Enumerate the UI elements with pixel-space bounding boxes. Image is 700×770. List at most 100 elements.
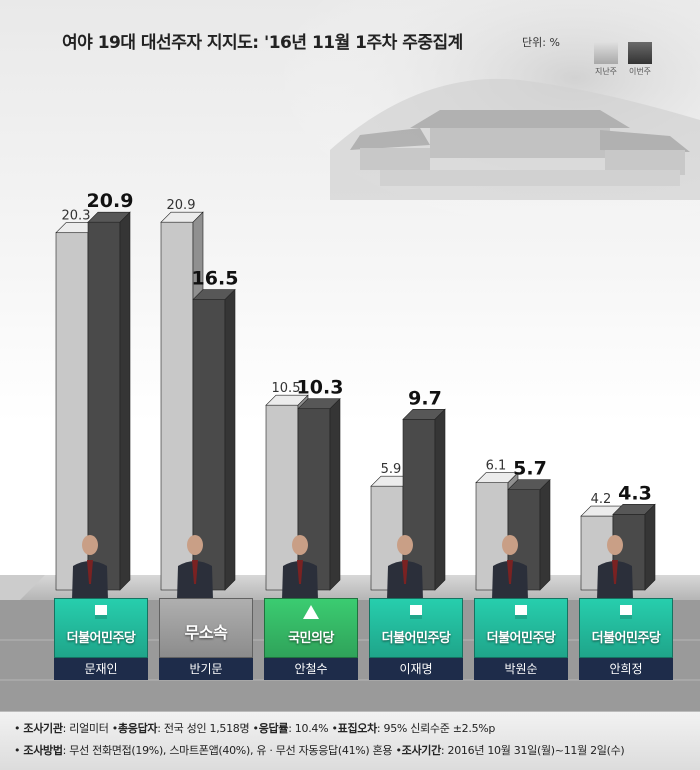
data-label-previous-1: 20.9: [167, 198, 196, 213]
footer-bullet: •: [328, 722, 338, 735]
footer-colon: :: [157, 722, 164, 735]
footer-value: 리얼미터: [69, 722, 109, 735]
bar-current-2: [297, 397, 341, 591]
party-square-icon: [515, 605, 527, 619]
legend-swatch-previous: [594, 42, 618, 64]
footer-line-1: • 조사기관: 리얼미터 •총응답자: 전국 성인 1,518명 •응답률: 1…: [14, 720, 495, 736]
candidate-name: 이재명: [369, 658, 463, 680]
legend-swatch-current: [628, 42, 652, 64]
photo-head-3: [397, 535, 413, 555]
data-label-current-0: 20.9: [87, 190, 134, 212]
candidate-name: 반기문: [159, 658, 253, 680]
footer-bullet: •: [392, 744, 402, 757]
legend-label-current: 이번주: [628, 67, 652, 76]
footer-colon: :: [440, 744, 448, 757]
photo-tie-2: [297, 560, 303, 584]
unit-label: 단위: %: [522, 36, 560, 49]
data-label-previous-0: 20.3: [62, 209, 91, 224]
party-panel-4: 더불어민주당: [474, 598, 568, 658]
bar-current-4-side: [539, 478, 551, 591]
party-name: 국민의당: [288, 631, 334, 646]
bar-previous-0-front: [55, 232, 89, 591]
candidate-photo-4: [492, 535, 528, 600]
party-panel-5: 더불어민주당: [579, 598, 673, 658]
footer-bullet: •: [249, 722, 260, 735]
footer-value: 10.4%: [294, 722, 329, 735]
photo-head-0: [82, 535, 98, 555]
photo-head-5: [607, 535, 623, 555]
party-name: 무소속: [184, 623, 228, 642]
candidate-photo-0: [72, 535, 108, 600]
candidate-name: 문재인: [54, 658, 148, 680]
footer-value: 무선 전화면접(19%), 스마트폰앱(40%), 유 · 무선 자동응답(41…: [69, 744, 393, 757]
legend-label-previous: 지난주: [594, 67, 618, 76]
party-logo-icon: [303, 605, 319, 619]
candidate-photo-2: [282, 535, 318, 600]
footer-label: 응답률: [258, 722, 289, 735]
photo-tie-4: [507, 560, 513, 584]
footer-bullet: •: [14, 744, 24, 757]
data-label-current-3: 9.7: [408, 387, 442, 409]
footer-label: 조사기관: [23, 722, 63, 735]
bar-current-3-side: [434, 408, 446, 591]
photo-head-1: [187, 535, 203, 555]
party-name: 더불어민주당: [591, 631, 661, 646]
party-name: 더불어민주당: [381, 631, 451, 646]
data-label-previous-2: 10.5: [272, 381, 301, 396]
footer-bullet: •: [14, 722, 24, 735]
footer-colon: :: [62, 722, 70, 735]
photo-tie-1: [192, 560, 198, 584]
footer-value: 전국 성인 1,518명: [163, 722, 250, 735]
candidate-photo-5: [597, 535, 633, 600]
footer-bullet: •: [108, 722, 119, 735]
photo-tie-0: [87, 560, 93, 584]
bar-current-2-front: [297, 408, 331, 591]
data-label-previous-3: 5.9: [381, 462, 402, 477]
footer-colon: :: [288, 722, 295, 735]
bar-current-0-front: [87, 221, 121, 591]
candidate-photo-3: [387, 535, 423, 600]
chart-title: 여야 19대 대선주자 지지도: '16년 11월 1주차 주중집계: [62, 33, 463, 53]
photo-tie-3: [402, 560, 408, 584]
photo-head-4: [502, 535, 518, 555]
bar-current-1-side: [224, 288, 236, 591]
bar-current-0: [87, 211, 131, 591]
building-silhouette: [350, 110, 690, 186]
candidate-photo-1: [177, 535, 213, 600]
footer-label: 조사방법: [23, 744, 63, 757]
party-panel-0: 더불어민주당: [54, 598, 148, 658]
party-name: 더불어민주당: [486, 631, 556, 646]
party-square-icon: [410, 605, 422, 619]
footer-value: 95% 신뢰수준 ±2.5%p: [383, 722, 496, 735]
footer-colon: :: [62, 744, 70, 757]
footer-label: 표집오차: [337, 722, 378, 735]
footer-label: 조사기간: [401, 744, 442, 757]
party-square-icon: [620, 605, 632, 619]
party-panel-3: 더불어민주당: [369, 598, 463, 658]
data-label-current-4: 5.7: [513, 458, 547, 480]
candidate-name: 박원순: [474, 658, 568, 680]
footer-colon: :: [376, 722, 384, 735]
data-label-current-2: 10.3: [297, 377, 344, 399]
party-panel-2: 국민의당: [264, 598, 358, 658]
party-name: 더불어민주당: [66, 631, 136, 646]
footer-line-2: • 조사방법: 무선 전화면접(19%), 스마트폰앱(40%), 유 · 무선…: [14, 742, 625, 758]
party-panel-1: 무소속: [159, 598, 253, 658]
photo-head-2: [292, 535, 308, 555]
data-label-previous-4: 6.1: [486, 459, 507, 474]
bar-current-5-side: [644, 503, 656, 591]
bar-current-0-side: [119, 211, 131, 591]
photo-tie-5: [612, 560, 618, 584]
data-label-previous-5: 4.2: [591, 492, 612, 507]
candidate-name: 안철수: [264, 658, 358, 680]
candidate-name: 안희정: [579, 658, 673, 680]
party-square-icon: [95, 605, 107, 619]
footer-label: 총응답자: [117, 722, 158, 735]
data-label-current-5: 4.3: [618, 482, 652, 504]
bar-current-2-side: [329, 397, 341, 591]
bar-previous-1-front: [160, 221, 194, 591]
data-label-current-1: 16.5: [192, 268, 239, 290]
footer-panel: • 조사기관: 리얼미터 •총응답자: 전국 성인 1,518명 •응답률: 1…: [0, 711, 700, 770]
